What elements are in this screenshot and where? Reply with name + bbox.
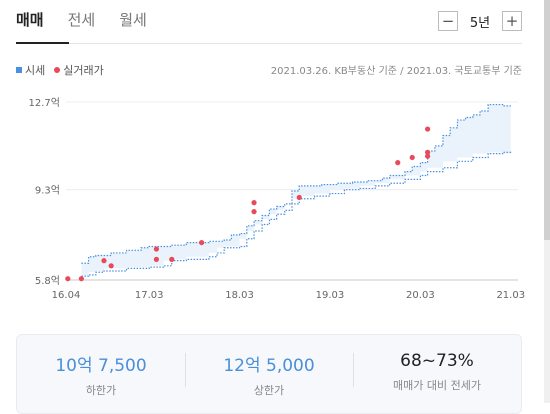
deal-point [296, 194, 302, 201]
price-chart: 5.8억 9.3억 12.7억 16.04 17.03 18.03 19.03 20.03 21… [29, 97, 526, 301]
tab-sale[interactable]: 매매 [16, 11, 44, 29]
legend-deal-price: 실거래가 [63, 64, 104, 77]
jeonse-ratio-label: 매매가 대비 전세가 [393, 379, 481, 392]
deal-point [153, 256, 159, 262]
market-price-upper-line [81, 103, 511, 264]
y-tick-label: 9.3억 [35, 185, 60, 197]
deal-point [108, 263, 114, 269]
period-label: 5년 [469, 15, 491, 31]
upper-price-value: 12억 5,000 [223, 356, 315, 376]
period-plus-button[interactable]: + [502, 11, 522, 31]
legend-market-price: 시세 [25, 64, 46, 77]
x-tick-label: 17.03 [135, 290, 164, 301]
deal-point [425, 149, 431, 155]
chart-legend: 시세 실거래가 [16, 62, 104, 78]
jeonse-ratio-value: 68~73% [400, 351, 474, 371]
price-range-band [81, 104, 511, 277]
lower-price-value: 10억 7,500 [55, 356, 147, 376]
deal-point [409, 154, 415, 161]
deal-point [251, 200, 257, 206]
summary-lower-price: 10억 7,500 하한가 [17, 335, 185, 413]
period-minus-button[interactable]: − [438, 11, 458, 31]
deal-point [395, 160, 401, 166]
x-tick-label: 21.03 [496, 290, 525, 301]
upper-price-label: 상한가 [253, 384, 285, 397]
y-tick-label: 12.7억 [29, 97, 60, 109]
deal-point [425, 126, 431, 132]
deal-point [78, 276, 84, 282]
x-tick-label: 19.03 [316, 290, 345, 301]
active-tab-underline [16, 42, 69, 44]
deal-price-legend-icon [54, 67, 61, 73]
deal-point [199, 239, 205, 246]
lower-price-label: 하한가 [85, 384, 117, 397]
x-tick-label: 18.03 [225, 290, 254, 301]
x-tick-label: 20.03 [406, 290, 435, 301]
deal-type-tabs: 매매 전세 월세 [16, 0, 171, 42]
period-selector: − 5년 + [438, 11, 522, 31]
data-source-note: 2021.03.26. KB부동산 기준 / 2021.03. 국토교통부 기준 [270, 66, 522, 77]
x-tick-label: 16.04 [52, 290, 81, 301]
tab-monthly-rent[interactable]: 월세 [119, 11, 147, 29]
tab-jeonse[interactable]: 전세 [67, 11, 96, 29]
market-price-legend-icon [16, 67, 22, 73]
summary-upper-price: 12억 5,000 상한가 [185, 335, 353, 413]
tab-divider [16, 43, 522, 44]
y-tick-label: 5.8억 [35, 275, 60, 287]
deal-point [153, 246, 159, 252]
deal-point [425, 153, 431, 159]
scrollbar-thumb[interactable] [544, 0, 550, 240]
deal-point [251, 209, 257, 215]
market-price-lower-line [81, 151, 512, 277]
deal-point [65, 276, 71, 282]
deal-point [169, 256, 175, 262]
summary-jeonse-ratio: 68~73% 매매가 대비 전세가 [353, 335, 521, 413]
deal-point [101, 258, 107, 264]
price-summary: 10억 7,500 하한가 12억 5,000 상한가 68~73% 매매가 대… [16, 334, 522, 414]
